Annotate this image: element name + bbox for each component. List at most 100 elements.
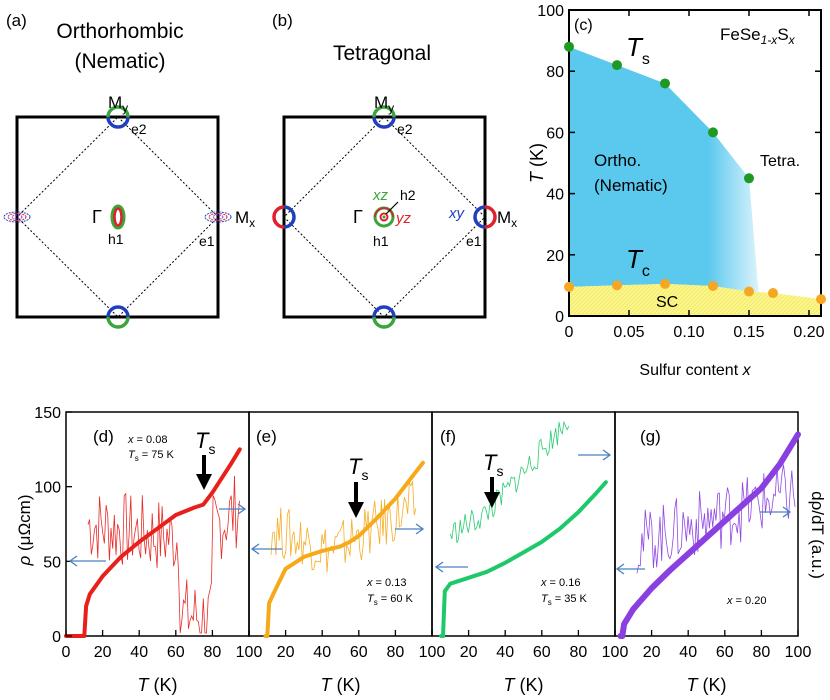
rho-ytick-label: 50 [43, 554, 61, 571]
rho-xtick-label: 100 [785, 644, 812, 661]
arrow-left-g [615, 563, 645, 575]
label-my-a: My [108, 93, 128, 115]
panel-g-x: x = 0.20 [726, 595, 766, 607]
c-xtick-label: 0.15 [733, 324, 764, 341]
rho-xlabel: T (K) [138, 675, 178, 695]
panel-a-title-line1: Orthorhombic [56, 20, 183, 43]
label-mx-b: Mx [497, 208, 517, 230]
c-ytick-label: 100 [537, 3, 564, 20]
pocket-h1-b [373, 206, 395, 228]
tc-point [660, 278, 670, 289]
ts-point [660, 78, 670, 89]
annotation-sc: SC [656, 294, 678, 311]
panel-d-letter: (d) [93, 427, 114, 446]
rho-xtick-label: 60 [533, 644, 551, 661]
panel-c-xlabel: Sulfur content x [639, 362, 751, 379]
pocket-e2-b [372, 105, 396, 129]
rho-xtick-label: 100 [419, 644, 446, 661]
label-h2-b: h2 [400, 187, 416, 203]
drho-dt-curve [87, 475, 240, 634]
annotation-ortho-2: (Nematic) [594, 176, 668, 195]
label-h1-b: h1 [373, 233, 389, 249]
panel-d-x: x = 0.08 [127, 434, 167, 446]
rho-xtick-label: 80 [753, 644, 771, 661]
panel-a-letter: (a) [6, 11, 27, 30]
rho-xtick-label: 100 [236, 644, 263, 661]
brillouin-zone-a [15, 115, 220, 319]
arrow-left-e [250, 543, 282, 555]
panel-d-ts: Ts = 75 K [128, 449, 175, 463]
rho-frame [614, 411, 799, 637]
pocket-mx-left-a [3, 211, 31, 223]
label-gamma-a: Γ [92, 207, 102, 227]
axis-arrows [68, 449, 792, 575]
rho-ytick-label: 0 [52, 629, 61, 646]
rho-curve [439, 480, 608, 638]
arrow-left-d [68, 555, 106, 567]
rho-curve [617, 431, 801, 639]
rho-ytick-label: 100 [34, 480, 61, 497]
annotation-tetra: Tetra. [760, 153, 800, 170]
rho-xlabel: T (K) [687, 675, 727, 695]
rho-xlabel: T (K) [321, 675, 361, 695]
sc-region [569, 283, 821, 316]
rho-frames [65, 411, 799, 637]
resistivity-panels: 0 20 40 60 80 100 T (K) 20 40 60 80 100 T (K) 20 40 60 8… [15, 405, 827, 695]
rho-xtick-label: 60 [167, 644, 185, 661]
c-xtick-label: 0.20 [793, 324, 824, 341]
panel-a: (a) Orthorhombic (Nematic) My e2 Γ [3, 11, 255, 329]
rho-curve [263, 460, 425, 638]
arrow-right-f [578, 449, 612, 461]
fermi-diamond-a [16, 116, 219, 318]
ts-point [564, 41, 574, 52]
c-xtick-label: 0.10 [673, 324, 704, 341]
rho-xtick-label: 60 [716, 644, 734, 661]
tc-point [816, 294, 826, 305]
rho-xtick-label: 20 [94, 644, 112, 661]
nematic-region [569, 46, 773, 294]
pocket-e1-b [473, 205, 497, 229]
annotation-ortho-1: Ortho. [594, 151, 641, 170]
rho-xtick-label: 40 [679, 644, 697, 661]
panel-b-title: Tetragonal [333, 42, 431, 65]
panel-e-x: x = 0.13 [366, 577, 406, 589]
rho-xtick-label: 40 [313, 644, 331, 661]
pocket-e2-a [106, 105, 130, 129]
c-xtick-label: 0 [565, 324, 574, 341]
rho-xtick-label: 40 [496, 644, 514, 661]
rho-traces [64, 431, 801, 639]
panel-c-ylabel: T (K) [527, 143, 547, 183]
panel-d-ts-arrow [196, 455, 212, 490]
rho-xlabel: T (K) [504, 675, 544, 695]
arrow-right-e [395, 523, 425, 535]
panel-b: (b) Tetragonal My e2 xz h2 [272, 11, 517, 329]
pocket-mx-right-a [204, 211, 232, 223]
label-xy-b: xy [448, 205, 466, 222]
tc-point [768, 288, 778, 299]
rho-xtick-label: 20 [460, 644, 478, 661]
panel-e-letter: (e) [256, 427, 277, 446]
rho-xtick-label: 80 [570, 644, 588, 661]
rho-xtick-label: 20 [277, 644, 295, 661]
label-e1-a: e1 [199, 233, 215, 249]
panel-c-label: (c) [574, 17, 593, 34]
pocket-bottom-a [106, 305, 130, 329]
drho-dt-curve [449, 420, 570, 544]
c-ytick-label: 40 [546, 187, 564, 204]
label-mx-a: Mx [235, 208, 255, 230]
rho-xtick-label: 80 [387, 644, 405, 661]
leader-h2-b [385, 201, 399, 215]
rho-xtick-label: 60 [350, 644, 368, 661]
panel-d-arrow-label: Ts [195, 428, 215, 457]
panel-f-x: x = 0.16 [540, 577, 580, 589]
pocket-bottom-b [372, 305, 396, 329]
label-yz-b: yz [395, 210, 412, 227]
panel-b-letter: (b) [272, 11, 293, 30]
c-ytick-label: 20 [546, 248, 564, 265]
annotation-tc: Tc [626, 244, 650, 280]
label-e2-a: e2 [131, 121, 147, 137]
rho-ytick-label: 150 [34, 405, 61, 422]
drho-dt-curve [636, 464, 796, 574]
label-xz-b: xz [372, 187, 389, 204]
